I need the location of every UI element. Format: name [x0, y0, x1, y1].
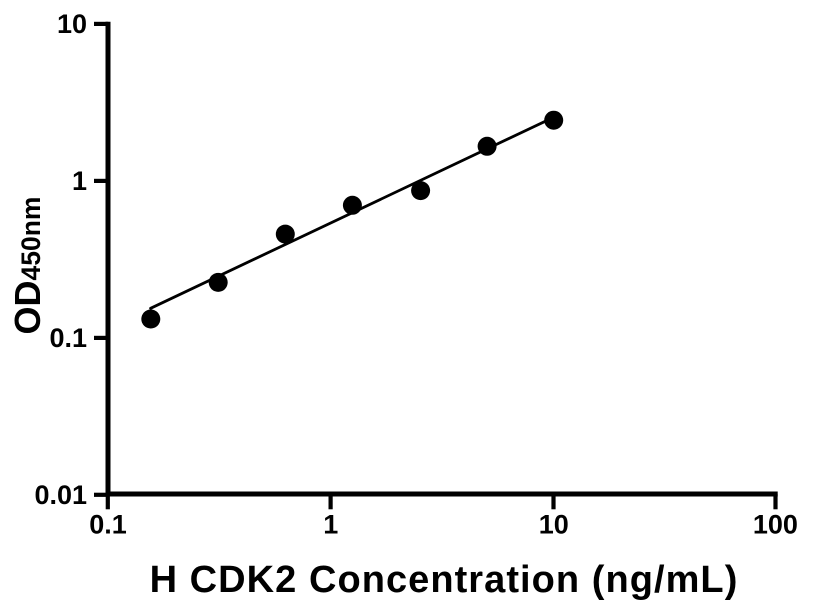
- svg-text:0.1: 0.1: [89, 509, 127, 539]
- svg-text:10: 10: [539, 509, 569, 539]
- svg-text:100: 100: [753, 509, 798, 539]
- svg-text:OD450nm: OD450nm: [7, 197, 48, 335]
- svg-text:1: 1: [323, 509, 338, 539]
- svg-text:10: 10: [57, 9, 87, 39]
- svg-text:1: 1: [72, 166, 87, 196]
- svg-text:0.1: 0.1: [49, 323, 87, 353]
- svg-text:H CDK2 Concentration (ng/mL): H CDK2 Concentration (ng/mL): [150, 559, 739, 601]
- svg-text:0.01: 0.01: [34, 480, 87, 510]
